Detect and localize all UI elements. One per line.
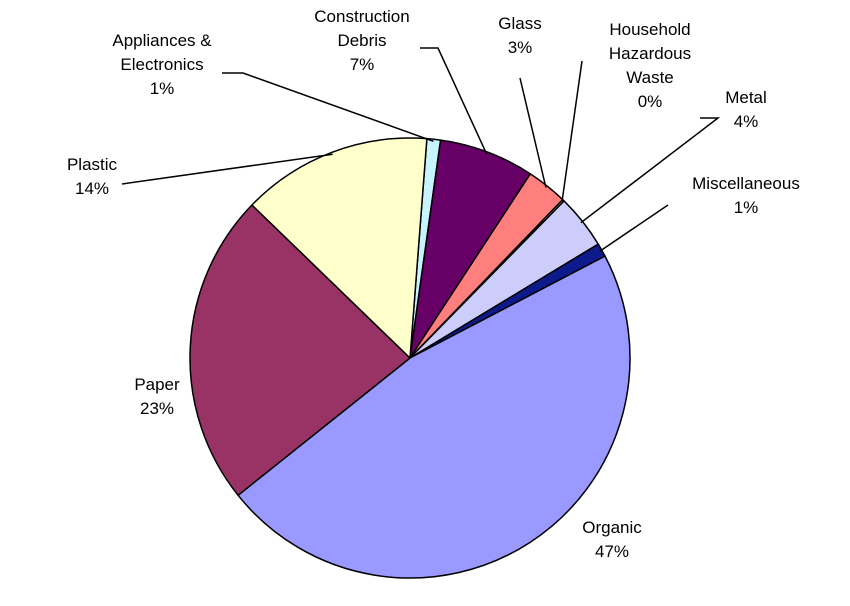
- slice-category-label: Glass: [498, 14, 541, 33]
- slice-label-organic: Organic 47%: [582, 518, 642, 561]
- slice-label-metal: Metal 4%: [725, 88, 767, 131]
- slice-category-label: Construction: [314, 7, 409, 26]
- slice-label-glass: Glass 3%: [498, 14, 541, 57]
- pie-slice-organic: [237, 255, 631, 579]
- slice-percent-label: 23%: [140, 399, 174, 418]
- slice-category-label: Miscellaneous: [692, 174, 800, 193]
- slice-label-plastic: Plastic 14%: [67, 155, 118, 198]
- slice-labels: Appliances & Electronics 1% Construction Deb…: [67, 7, 800, 561]
- slice-category-label: Debris: [337, 31, 386, 50]
- slice-category-label: Metal: [725, 88, 767, 107]
- slice-percent-label: 7%: [350, 55, 375, 74]
- slice-label-appliances-and-electronics: Appliances & Electronics 1%: [112, 31, 212, 98]
- leader-line-construction-debris: [420, 47, 488, 155]
- slice-label-paper: Paper 23%: [134, 375, 180, 418]
- leader-line-glass: [519, 77, 547, 188]
- slice-label-construction-debris: Construction Debris 7%: [314, 7, 409, 74]
- slice-percent-label: 1%: [734, 198, 759, 217]
- pie-slices: [189, 137, 631, 579]
- pie-slice-plastic: [251, 137, 428, 359]
- slice-percent-label: 4%: [734, 112, 759, 131]
- leader-line-metal: [580, 117, 721, 224]
- slice-category-label: Plastic: [67, 155, 118, 174]
- leader-line-household-hazardous-waste: [561, 60, 583, 202]
- leader-line-miscellaneous: [599, 204, 669, 252]
- slice-percent-label: 3%: [508, 38, 533, 57]
- slice-category-label: Electronics: [120, 55, 203, 74]
- slice-percent-label: 14%: [75, 179, 109, 198]
- slice-category-label: Appliances &: [112, 31, 212, 50]
- slice-label-miscellaneous: Miscellaneous 1%: [692, 174, 800, 217]
- leader-line-plastic: [121, 153, 333, 185]
- slice-percent-label: 47%: [595, 542, 629, 561]
- slice-percent-label: 0%: [638, 92, 663, 111]
- leader-line-appliances-and-electronics: [222, 72, 434, 143]
- slice-category-label: Waste: [626, 68, 674, 87]
- slice-category-label: Organic: [582, 518, 642, 537]
- slice-category-label: Household: [609, 20, 690, 39]
- slice-percent-label: 1%: [150, 79, 175, 98]
- pie-slice-paper: [189, 204, 411, 497]
- slice-category-label: Paper: [134, 375, 180, 394]
- leader-lines: [121, 47, 721, 252]
- slice-category-label: Hazardous: [609, 44, 691, 63]
- slice-label-household-hazardous-waste: Household Hazardous Waste 0%: [609, 20, 691, 111]
